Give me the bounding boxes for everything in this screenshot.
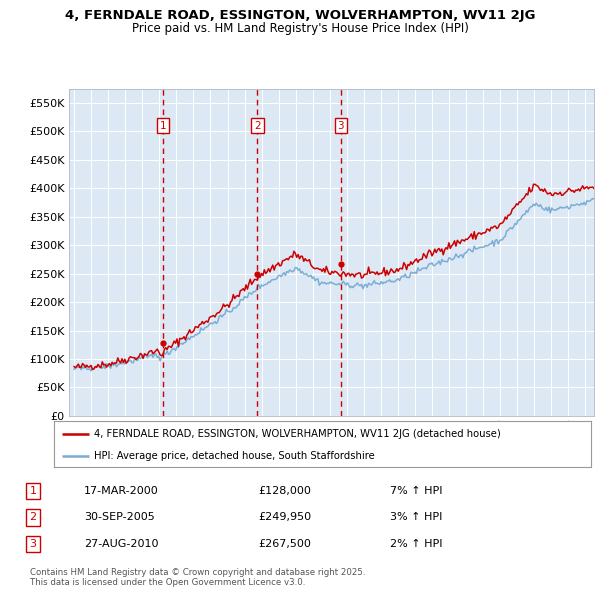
Text: 17-MAR-2000: 17-MAR-2000: [84, 486, 159, 496]
Text: 2: 2: [29, 513, 37, 522]
Text: 4, FERNDALE ROAD, ESSINGTON, WOLVERHAMPTON, WV11 2JG: 4, FERNDALE ROAD, ESSINGTON, WOLVERHAMPT…: [65, 9, 535, 22]
Text: 2% ↑ HPI: 2% ↑ HPI: [390, 539, 443, 549]
Text: £128,000: £128,000: [258, 486, 311, 496]
Text: 1: 1: [29, 486, 37, 496]
Text: 4, FERNDALE ROAD, ESSINGTON, WOLVERHAMPTON, WV11 2JG (detached house): 4, FERNDALE ROAD, ESSINGTON, WOLVERHAMPT…: [94, 429, 501, 439]
Text: 1: 1: [160, 120, 166, 130]
Text: 3: 3: [338, 120, 344, 130]
Text: 27-AUG-2010: 27-AUG-2010: [84, 539, 158, 549]
Text: Price paid vs. HM Land Registry's House Price Index (HPI): Price paid vs. HM Land Registry's House …: [131, 22, 469, 35]
Text: Contains HM Land Registry data © Crown copyright and database right 2025.
This d: Contains HM Land Registry data © Crown c…: [30, 568, 365, 587]
Text: £267,500: £267,500: [258, 539, 311, 549]
Text: 3: 3: [29, 539, 37, 549]
Text: £249,950: £249,950: [258, 513, 311, 522]
Text: 30-SEP-2005: 30-SEP-2005: [84, 513, 155, 522]
Text: HPI: Average price, detached house, South Staffordshire: HPI: Average price, detached house, Sout…: [94, 451, 375, 461]
Text: 3% ↑ HPI: 3% ↑ HPI: [390, 513, 442, 522]
Text: 2: 2: [254, 120, 260, 130]
Text: 7% ↑ HPI: 7% ↑ HPI: [390, 486, 443, 496]
